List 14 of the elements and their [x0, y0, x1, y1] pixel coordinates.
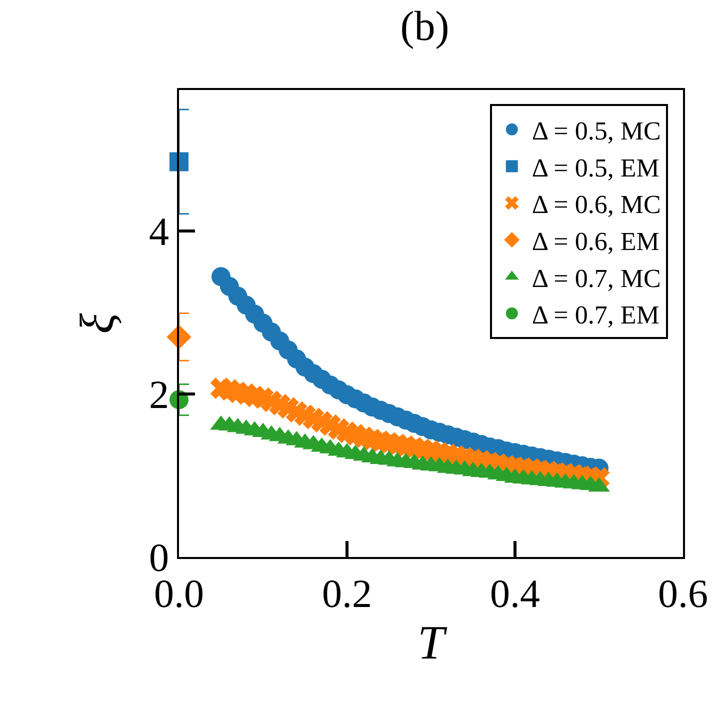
y-axis-title: ξ — [71, 312, 124, 334]
y-tick-label: 4 — [149, 209, 169, 254]
y-tick-label: 2 — [149, 372, 169, 417]
x-axis-title: T — [418, 616, 448, 670]
legend-label: Δ = 0.5, MC — [532, 116, 661, 146]
x-tick-label: 0.2 — [322, 571, 372, 616]
x-tick-label: 0.4 — [490, 571, 540, 616]
legend-label: Δ = 0.6, MC — [532, 190, 661, 220]
chart-title: (b) — [400, 4, 450, 50]
x-tick-label: 0.6 — [658, 571, 708, 616]
legend-label: Δ = 0.7, MC — [532, 264, 661, 293]
legend-label: Δ = 0.7, EM — [532, 300, 660, 330]
legend-label: Δ = 0.5, EM — [532, 153, 660, 182]
legend-label: Δ = 0.6, EM — [532, 226, 660, 256]
